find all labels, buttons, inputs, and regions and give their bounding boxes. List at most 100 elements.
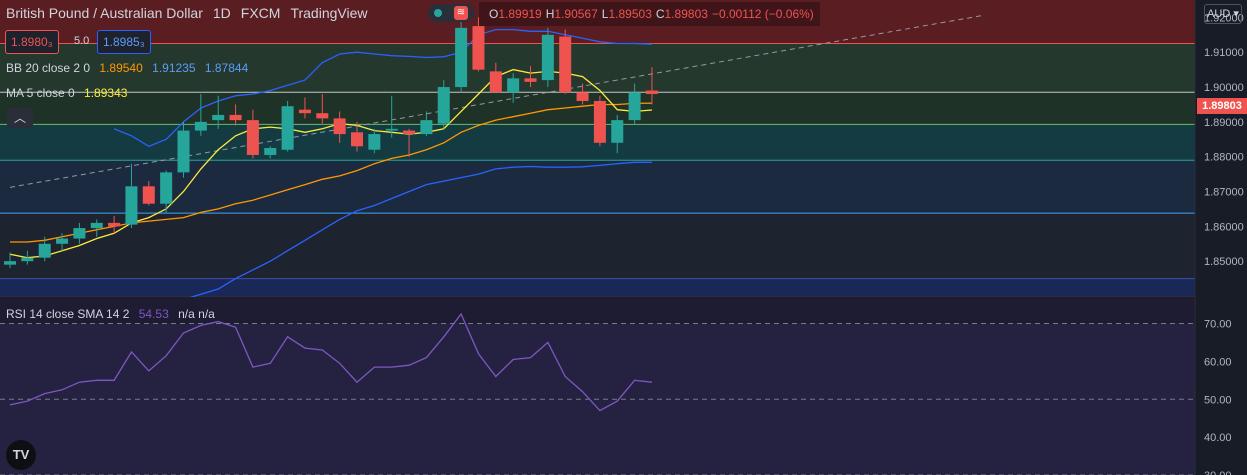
bb-lower-value: 1.87844 [204,61,249,75]
candle-body [645,90,658,95]
chevron-down-icon: ▾ [1230,8,1239,20]
rsi-extra: n/a n/a [178,307,215,321]
candle-body [559,36,572,93]
high-value: 1.90567 [554,7,598,21]
ohlc-readout: O 1.89919 H 1.90567 L 1.89503 C 1.89803 −0.0… [479,2,820,26]
currency-selector[interactable]: AUD ▾ [1204,4,1242,24]
candles[interactable] [4,12,658,269]
candle-body [489,71,502,93]
price-tick-label: 1.85000 [1204,256,1244,268]
market-status[interactable]: ≋ [428,4,474,22]
price-tick-label: 1.90000 [1204,82,1244,94]
candle-body [455,27,468,88]
candle-body [385,128,398,131]
candle-body [281,106,294,150]
bb-lower-line [113,161,652,311]
rsi-tick-label: 30.00 [1204,470,1232,475]
currency-label: AUD [1207,8,1231,20]
zone-band [0,213,1195,279]
interval-label[interactable]: 1D [212,5,231,21]
bb-upper-value: 1.91235 [152,61,196,75]
rsi-line [9,312,653,412]
candle-body [420,120,433,135]
high-label: H [545,7,555,21]
price-tick-label: 1.91000 [1204,47,1244,59]
close-value: 1.89803 [664,7,708,21]
candle-body [177,130,190,173]
price-tick-label: 1.88000 [1204,152,1244,164]
rsi-label: RSI 14 close SMA 14 2 [6,307,130,321]
candle-body [56,238,69,244]
candle-body [541,34,554,81]
zone-band [0,43,1195,93]
chevron-up-icon: ︿ [13,111,26,125]
symbol-header[interactable]: British Pound / Australian Dollar 1D FXC… [6,5,378,21]
zone-band [0,278,1195,296]
candle-body [472,26,485,70]
last-price-tag: 1.89803 [1197,98,1247,114]
bb-legend[interactable]: BB 20 close 2 0 1.89540 1.91235 1.87844 [6,61,248,75]
zone-band [0,160,1195,214]
candle-body [524,78,537,82]
rsi-tick-label: 40.00 [1204,432,1232,444]
candle-body [333,118,346,135]
price-tick-label: 1.87000 [1204,187,1244,199]
close-label: C [655,7,665,21]
rsi-tick-label: 70.00 [1204,319,1232,331]
rsi-legend[interactable]: RSI 14 close SMA 14 2 54.53 n/a n/a [6,307,221,321]
candle-body [38,243,51,258]
buy-button[interactable]: 1.8985₃ [97,30,151,54]
ma-legend[interactable]: MA 5 close 0 1.89343 [6,86,127,100]
candle-body [108,222,121,227]
open-label: O [489,7,499,21]
candle-body [21,257,34,262]
symbol-name[interactable]: British Pound / Australian Dollar [6,5,203,21]
tradingview-logo-icon[interactable]: TV [6,440,36,470]
bb-upper-line [113,28,653,148]
rsi-tick-label: 60.00 [1204,356,1232,368]
candle-body [368,134,381,150]
data-status-icon: ≋ [454,6,468,20]
candle-body [142,186,155,204]
candle-body [576,92,589,101]
axis-bg [1195,0,1247,475]
ma-value: 1.89343 [84,86,128,100]
candle-body [611,120,624,143]
open-value: 1.89919 [498,7,542,21]
price-tick-label: 1.89000 [1204,117,1244,129]
candle-body [73,228,86,239]
candle-body [246,120,259,155]
exchange-label: FXCM [240,5,281,21]
source-label: TradingView [290,5,368,21]
candle-body [264,148,277,155]
rsi-value: 54.53 [138,307,169,321]
spread-value: 5.0 [74,35,90,47]
market-open-icon [434,9,442,17]
trend-line[interactable] [9,15,982,188]
candle-body [593,100,606,143]
rsi-tick-label: 50.00 [1204,394,1232,406]
candle-body [212,114,225,121]
low-value: 1.89503 [608,7,652,21]
pane-separator [0,296,1247,297]
collapse-legend-button[interactable]: ︿ [7,108,33,128]
candle-body [125,186,138,225]
bb-basis-value: 1.89540 [99,61,143,75]
sell-button[interactable]: 1.8980₃ [5,30,59,54]
bb-label: BB 20 close 2 0 [6,61,91,75]
candle-body [229,114,242,121]
trend-line-path [9,15,982,188]
candle-body [507,78,520,93]
ma-label: MA 5 close 0 [6,86,75,100]
candle-body [628,92,641,121]
candle-body [403,130,416,135]
price-axis[interactable]: 1.92000 1.91000 1.90000 1.89000 1.88000 1.870… [1194,0,1247,475]
price-tick-label: 1.86000 [1204,221,1244,233]
candle-body [316,113,329,119]
candle-body [298,109,311,114]
change-value: −0.00112 (−0.06%) [711,7,814,21]
candle-body [351,132,363,147]
candle-body [90,222,103,229]
candle-body [437,87,450,124]
